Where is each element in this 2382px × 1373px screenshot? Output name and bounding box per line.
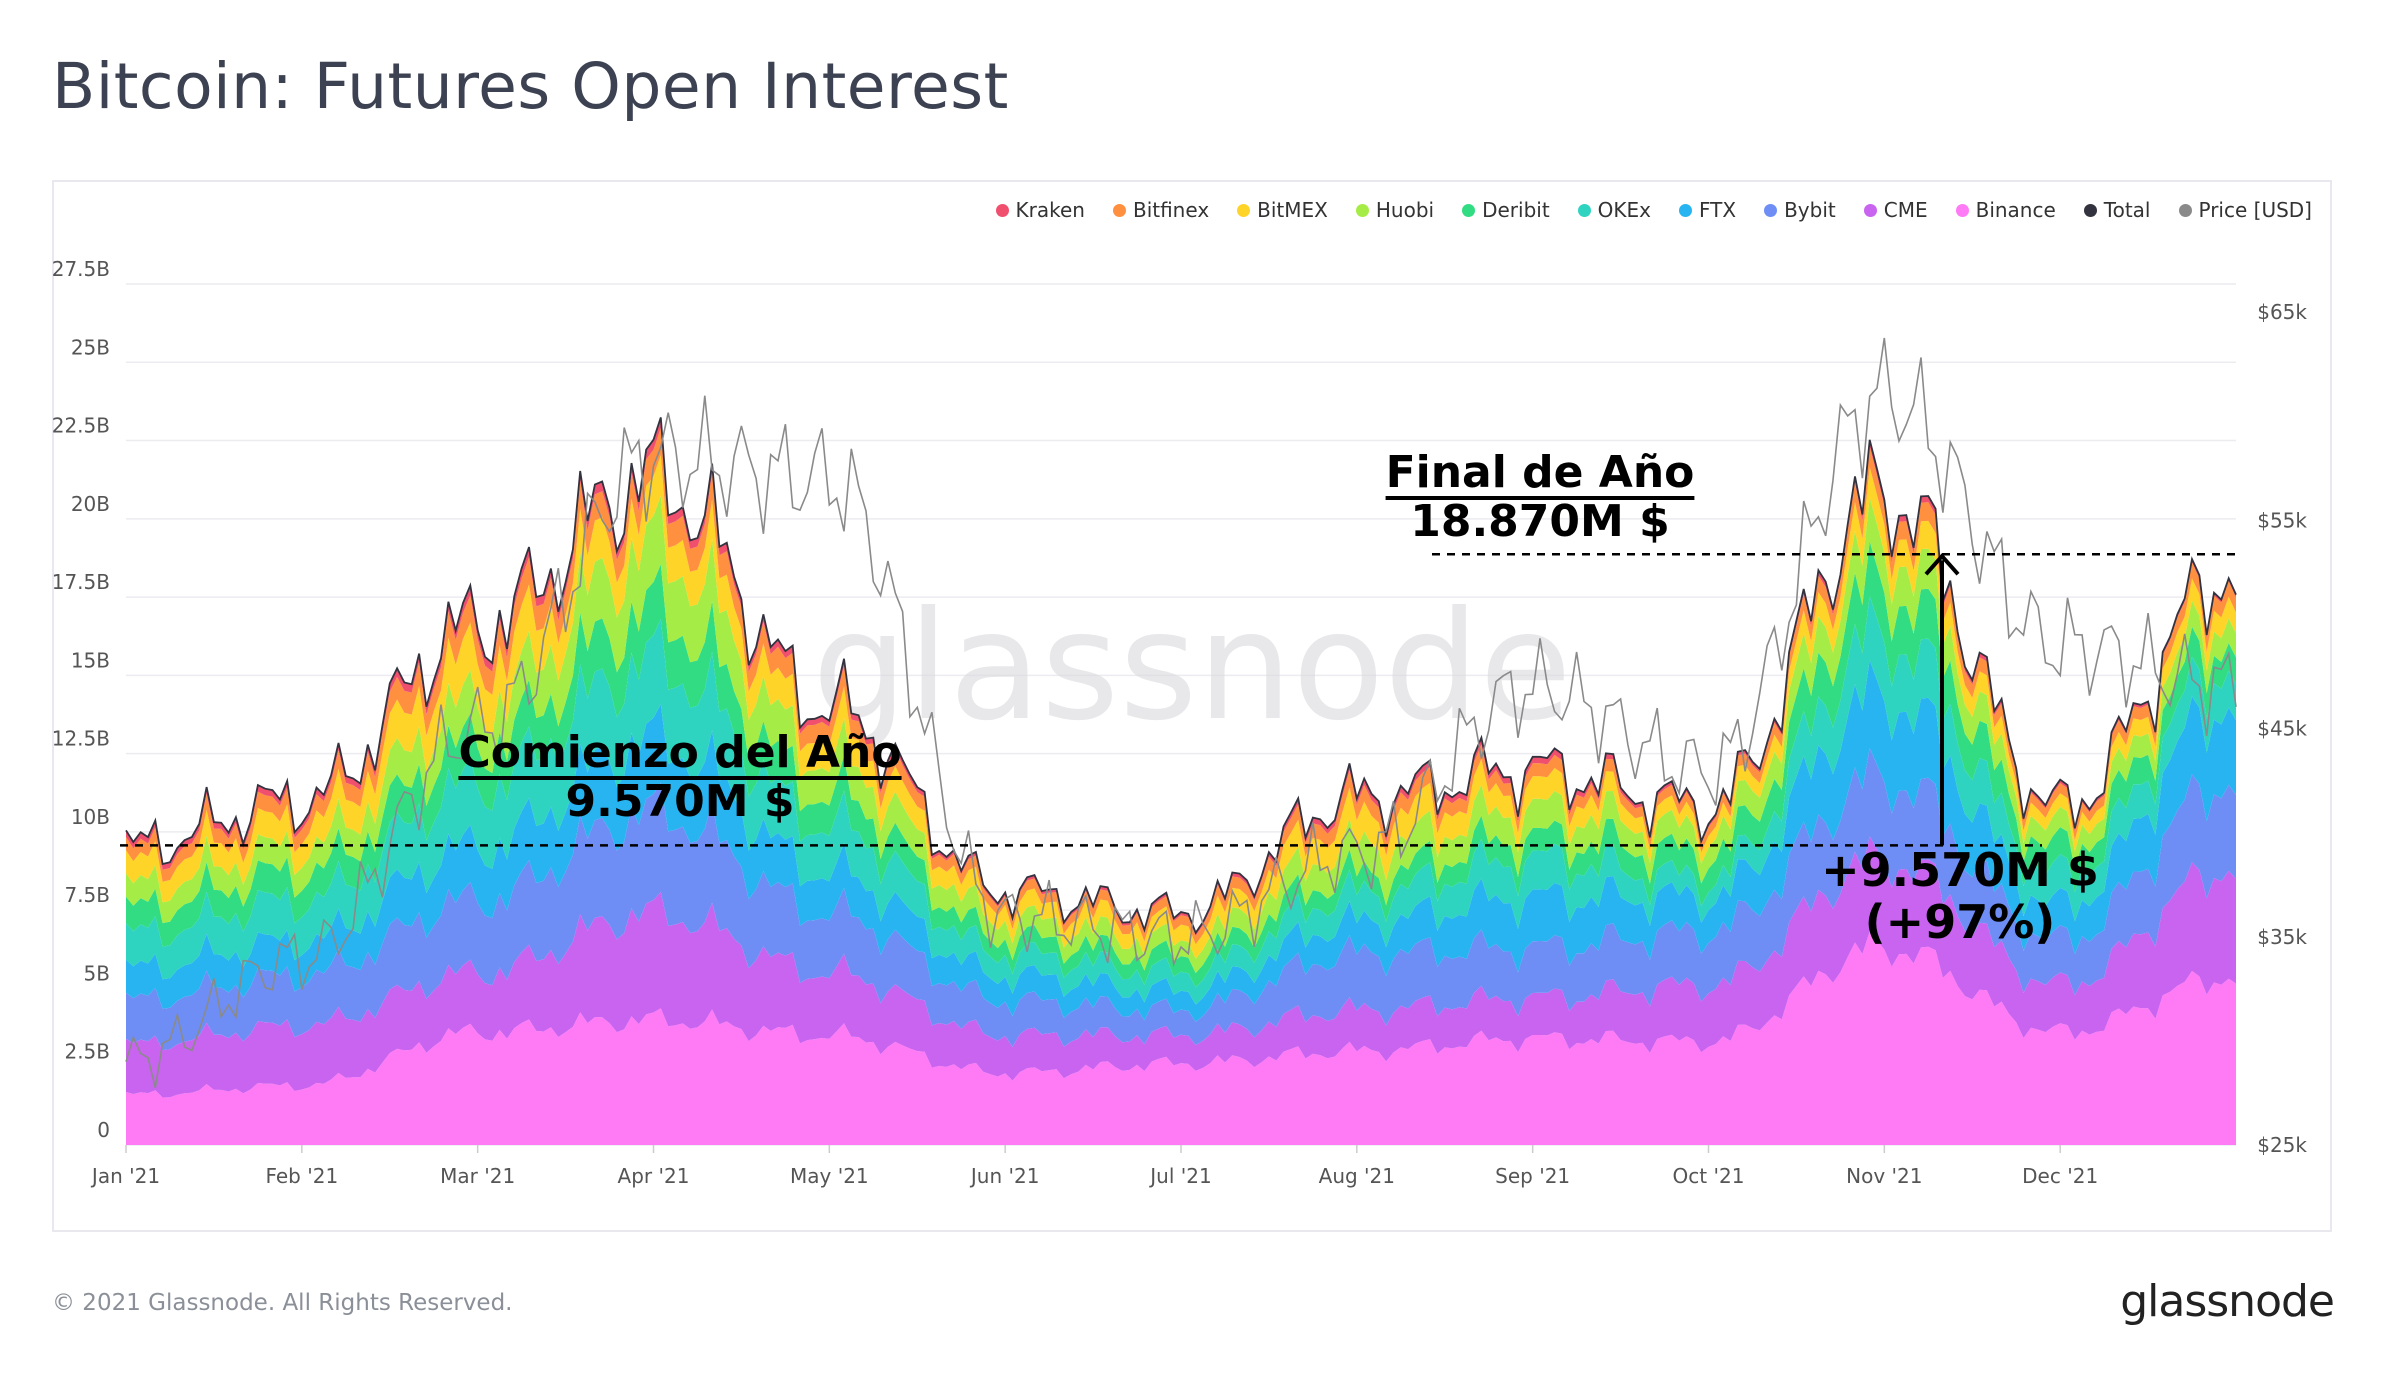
y-tick-label: 17.5B (52, 570, 110, 594)
legend-marker (2083, 203, 2097, 217)
legend-item[interactable]: CME (1863, 198, 1928, 222)
legend-item[interactable]: Huobi (1355, 198, 1435, 222)
x-tick-label: Aug '21 (1319, 1164, 1395, 1188)
start-annotation: Comienzo del Año 9.570M $ (395, 728, 965, 827)
overlay-lines (125, 337, 2237, 1088)
x-tick-label: Oct '21 (1673, 1164, 1745, 1188)
y-tick-label: 12.5B (52, 727, 110, 751)
end-value: 18.870M $ (1410, 496, 1670, 548)
x-tick-label: Feb '21 (265, 1164, 338, 1188)
end-annotation: Final de Año 18.870M $ (1370, 448, 1710, 547)
legend-label: Binance (1975, 198, 2056, 222)
reference-lines (120, 552, 2242, 847)
area-series-huobi (126, 496, 2236, 974)
x-tick-label: Mar '21 (440, 1164, 515, 1188)
chart-frame (52, 180, 2332, 1232)
x-axis: Jan '21 Feb '21 Mar '21 Apr '21 May '21 Jun '… (90, 1145, 2098, 1188)
legend-label: Total (2103, 198, 2151, 222)
start-value: 9.570M $ (565, 776, 795, 828)
stacked-areas (126, 417, 2236, 1145)
chart-svg: glassnode 0 2.5B 5B 7.5B 10B 12.5B 15B 17.5B 20B… (52, 257, 2307, 1188)
legend-label: FTX (1699, 198, 1737, 222)
legend-marker (1112, 203, 1126, 217)
legend-item[interactable]: Total (2083, 198, 2151, 222)
change-annotation: +9.570M $ (+97%) (1800, 843, 2120, 949)
y-right-tick-label: $35k (2257, 925, 2307, 949)
price-line (125, 337, 2237, 1088)
area-series-ftx (126, 659, 2236, 1022)
x-tick-label: Jun '21 (969, 1164, 1040, 1188)
y-tick-label: 10B (71, 805, 110, 829)
area-series-binance (126, 931, 2236, 1145)
legend-label: CME (1883, 198, 1928, 222)
legend-item[interactable]: Price [USD] (2178, 198, 2313, 222)
legend-marker (1355, 203, 1369, 217)
legend-item[interactable]: Deribit (1462, 198, 1550, 222)
legend-label: Kraken (1015, 198, 1085, 222)
legend-marker (1679, 203, 1692, 217)
y-tick-label: 5B (84, 961, 110, 985)
area-series-okex (126, 595, 2236, 1005)
chart-legend: Kraken Bitfinex BitMEX Huobi Deribit OKEx FTX B… (995, 198, 2313, 222)
y-tick-label: 25B (71, 335, 110, 359)
y-right-tick-label: $55k (2257, 508, 2307, 532)
y-right-tick-label: $45k (2257, 717, 2307, 741)
y-right-tick-label: $65k (2257, 300, 2307, 324)
legend-label: BitMEX (1257, 198, 1328, 222)
watermark: glassnode (812, 580, 1571, 754)
x-tick-label: Dec '21 (2022, 1164, 2098, 1188)
legend-label: Bybit (1784, 198, 1836, 222)
y-tick-label: 20B (71, 492, 110, 516)
y-tick-label: 27.5B (52, 257, 110, 281)
x-tick-label: Jan '21 (90, 1164, 160, 1188)
legend-item[interactable]: Bitfinex (1112, 198, 1210, 222)
legend-marker (1863, 203, 1877, 217)
legend-marker (1577, 203, 1591, 217)
x-tick-label: May '21 (790, 1164, 869, 1188)
area-series-bybit (126, 747, 2236, 1051)
chart-title: Bitcoin: Futures Open Interest (52, 50, 1009, 123)
x-tick-label: Jul '21 (1148, 1164, 1211, 1188)
legend-item[interactable]: FTX (1679, 198, 1736, 222)
area-series-cme (126, 836, 2236, 1098)
legend-marker (995, 203, 1009, 217)
legend-label: Huobi (1375, 198, 1435, 222)
legend-label: Price [USD] (2198, 198, 2313, 222)
y-right-tick-label: $25k (2257, 1133, 2307, 1157)
legend-label: Bitfinex (1132, 198, 1210, 222)
legend-item[interactable]: BitMEX (1237, 198, 1328, 222)
legend-item[interactable]: Binance (1955, 198, 2056, 222)
legend-marker (1462, 203, 1476, 217)
x-tick-label: Sep '21 (1495, 1164, 1570, 1188)
area-series-deribit (126, 541, 2236, 988)
end-label: Final de Año (1385, 447, 1695, 498)
y-axis-left: 0 2.5B 5B 7.5B 10B 12.5B 15B 17.5B 20B 22.5B 25B 27… (52, 257, 110, 1142)
legend-item[interactable]: Bybit (1764, 198, 1836, 222)
change-arrow-head (1924, 553, 1960, 576)
legend-label: OKEx (1597, 198, 1651, 222)
total-line (125, 417, 2237, 935)
change-percent: (+97%) (1864, 894, 2056, 949)
legend-item[interactable]: Kraken (995, 198, 1085, 222)
y-tick-label: 7.5B (64, 883, 110, 907)
copyright-footer: © 2021 Glassnode. All Rights Reserved. (52, 1290, 513, 1316)
legend-marker (1955, 203, 1969, 217)
start-label: Comienzo del Año (458, 727, 902, 778)
y-axis-right: $25k $35k $45k $55k $65k (2257, 300, 2307, 1157)
legend-item[interactable]: OKEx (1577, 198, 1651, 222)
y-tick-label: 15B (71, 648, 110, 672)
legend-marker (1237, 203, 1251, 217)
change-value: +9.570M $ (1821, 843, 2099, 897)
x-tick-label: Nov '21 (1846, 1164, 1922, 1188)
legend-label: Deribit (1482, 198, 1550, 222)
brand-logo: glassnode (2120, 1276, 2335, 1327)
legend-marker (1764, 203, 1778, 217)
legend-marker (2178, 203, 2192, 217)
y-tick-label: 22.5B (52, 414, 110, 438)
x-tick-label: Apr '21 (618, 1164, 690, 1188)
y-tick-label: 0 (97, 1118, 110, 1142)
y-tick-label: 2.5B (64, 1040, 110, 1064)
